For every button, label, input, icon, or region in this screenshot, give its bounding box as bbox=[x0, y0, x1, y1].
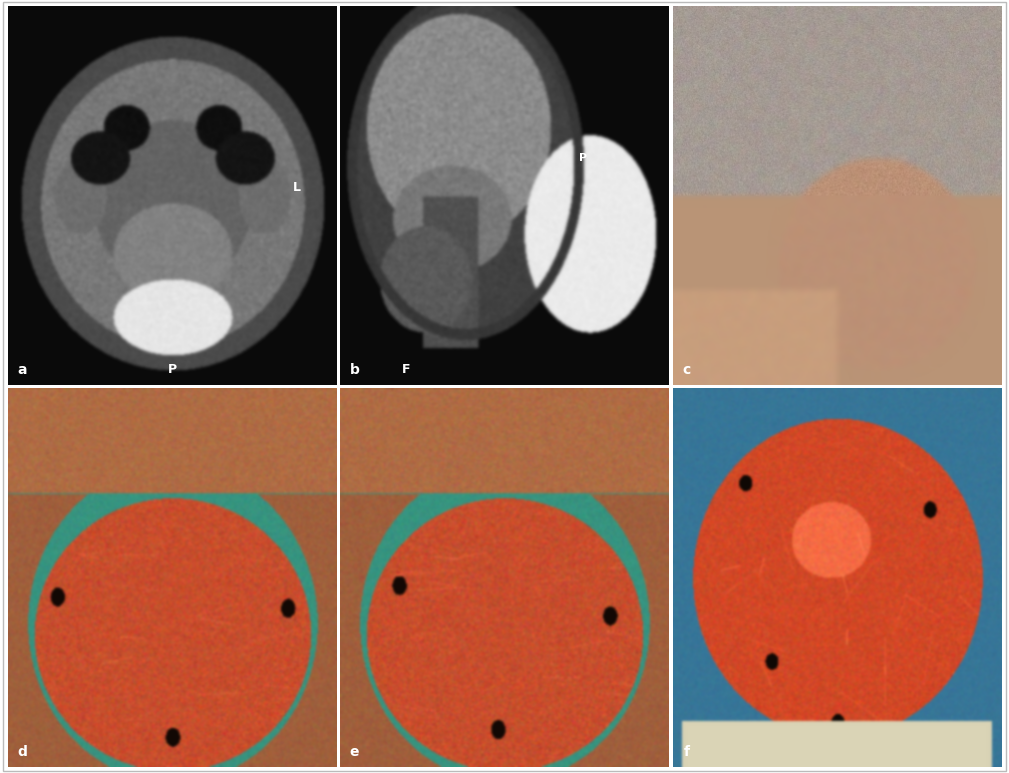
Text: f: f bbox=[684, 745, 690, 759]
Text: c: c bbox=[683, 363, 691, 377]
Text: b: b bbox=[349, 363, 359, 377]
Text: F: F bbox=[402, 363, 411, 376]
Text: L: L bbox=[293, 182, 301, 195]
Text: P: P bbox=[167, 363, 177, 376]
Text: P: P bbox=[579, 153, 587, 162]
Text: d: d bbox=[17, 745, 27, 759]
Text: a: a bbox=[17, 363, 27, 377]
Text: e: e bbox=[350, 745, 359, 759]
